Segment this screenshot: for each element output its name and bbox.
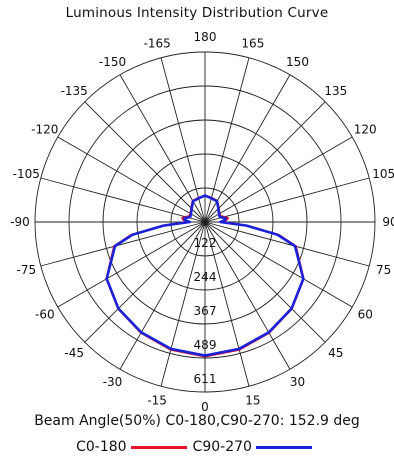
grid-spoke <box>57 136 206 223</box>
radial-tick-label: 367 <box>194 304 217 318</box>
grid-spoke <box>40 177 206 223</box>
series-curves <box>105 194 305 358</box>
angle-tick-label: -120 <box>31 123 58 137</box>
angle-tick-label: -15 <box>147 394 167 408</box>
series-line-C90-270 <box>105 194 305 357</box>
grid-spoke <box>40 221 206 267</box>
grid-spoke <box>204 221 250 387</box>
angle-tick-label: 90 <box>382 215 394 229</box>
angle-tick-label: 15 <box>245 394 260 408</box>
angle-tick-label: 165 <box>241 36 264 50</box>
grid-spoke <box>204 57 250 223</box>
angle-tick-label: -105 <box>13 167 40 181</box>
grid-spoke <box>119 74 206 223</box>
angle-tick-label: 120 <box>354 123 377 137</box>
grid-spoke <box>204 221 353 308</box>
angle-tick-label: 135 <box>324 84 347 98</box>
angle-tick-label: -165 <box>144 36 171 50</box>
angle-tick-label: -150 <box>99 55 126 69</box>
angle-tick-label: -45 <box>64 346 84 360</box>
legend-item-c0-180: C0-180 <box>76 439 192 455</box>
angle-tick-label: 150 <box>286 55 309 69</box>
radial-tick-label: 489 <box>194 338 217 352</box>
grid-spoke <box>84 101 206 223</box>
grid-spoke <box>160 221 206 387</box>
beam-angle-text: Beam Angle(50%) C0-180,C90-270: 152.9 de… <box>34 413 360 429</box>
grid-spoke <box>119 221 206 370</box>
angle-tick-label: -135 <box>61 84 88 98</box>
angle-tick-label: -30 <box>103 375 123 389</box>
grid-spoke <box>84 221 206 343</box>
angle-tick-label: -90 <box>10 215 30 229</box>
legend-swatch-c0-180 <box>130 445 187 449</box>
polar-grid <box>34 51 376 393</box>
legend-label-c0-180: C0-180 <box>76 439 127 455</box>
grid-spoke <box>204 221 291 370</box>
angle-tick-label: -60 <box>35 308 55 322</box>
angle-tick-label: 0 <box>201 400 209 414</box>
axis-labels: 180 1651501351201059075604530150-15-30-45… <box>10 30 394 414</box>
angle-tick-label: 60 <box>358 308 373 322</box>
chart-title: Luminous Intensity Distribution Curve <box>65 5 329 21</box>
grid-spoke <box>204 74 291 223</box>
angle-tick-label: -75 <box>16 263 36 277</box>
radial-tick-label: 611 <box>194 372 217 386</box>
radial-tick-label: 122 <box>194 236 217 250</box>
grid-spoke <box>204 177 370 223</box>
legend-swatch-c90-270 <box>255 445 312 449</box>
angle-tick-label: 30 <box>290 375 305 389</box>
angle-tick-label: 180 <box>194 30 217 44</box>
grid-spoke <box>160 57 206 223</box>
radial-tick-label: 244 <box>194 270 217 284</box>
grid-spoke <box>204 136 353 223</box>
grid-spoke <box>204 221 326 343</box>
grid-spoke <box>204 101 326 223</box>
legend-item-c90-270: C90-270 <box>193 439 318 455</box>
grid-spoke <box>204 221 370 267</box>
legend: C0-180 C90-270 <box>0 439 394 455</box>
legend-label-c90-270: C90-270 <box>192 439 252 455</box>
angle-tick-label: 105 <box>372 167 394 181</box>
angle-tick-label: 45 <box>328 346 343 360</box>
angle-tick-label: 75 <box>376 263 391 277</box>
grid-spoke <box>57 221 206 308</box>
